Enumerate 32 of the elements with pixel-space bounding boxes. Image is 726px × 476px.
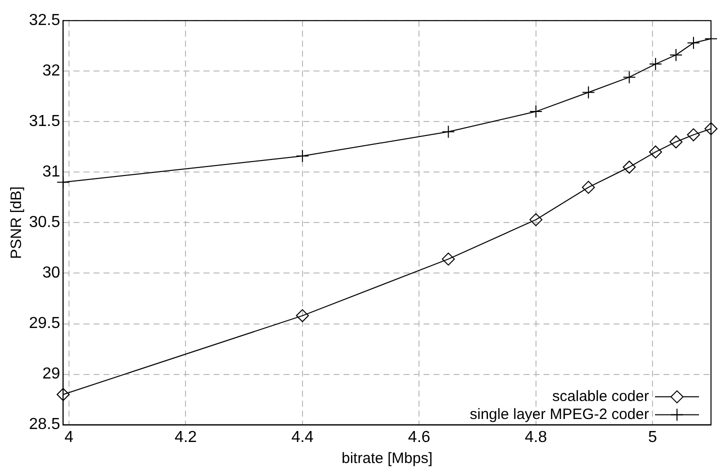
y-tick-label: 30.5 xyxy=(29,214,60,232)
point xyxy=(582,180,595,194)
y-tick-label: 28.5 xyxy=(29,416,60,434)
y-tick-label: 32 xyxy=(42,62,60,80)
legend-label: single layer MPEG-2 coder xyxy=(470,406,649,423)
y-tick-label: 32.5 xyxy=(29,12,60,30)
point xyxy=(442,252,455,266)
x-tick-label: 4.2 xyxy=(174,428,197,446)
y-tick-label: 29.5 xyxy=(29,315,60,332)
x-tick-label: 4.8 xyxy=(524,428,548,446)
x-tick-label: 4.4 xyxy=(291,428,314,446)
x-axis-title: bitrate [Mbps] xyxy=(342,450,433,468)
point xyxy=(669,135,682,148)
point xyxy=(686,128,700,142)
y-tick-label: 31 xyxy=(42,164,60,181)
x-tick-label: 4.6 xyxy=(408,428,430,446)
legend-label: scalable coder xyxy=(552,388,649,405)
point xyxy=(296,309,309,322)
point xyxy=(442,125,455,138)
y-tick-label: 30 xyxy=(42,264,60,282)
point xyxy=(649,145,662,158)
y-axis-title: PSNR [dB] xyxy=(8,186,26,259)
point xyxy=(56,388,70,401)
point xyxy=(582,86,595,99)
y-tick-label: 31.5 xyxy=(29,113,60,130)
point xyxy=(704,122,718,136)
x-tick-label: 5 xyxy=(648,428,658,446)
y-tick-label: 29 xyxy=(42,366,60,383)
x-tick-label: 4 xyxy=(64,428,74,446)
point xyxy=(622,160,636,174)
point xyxy=(622,70,636,84)
point xyxy=(529,213,542,226)
